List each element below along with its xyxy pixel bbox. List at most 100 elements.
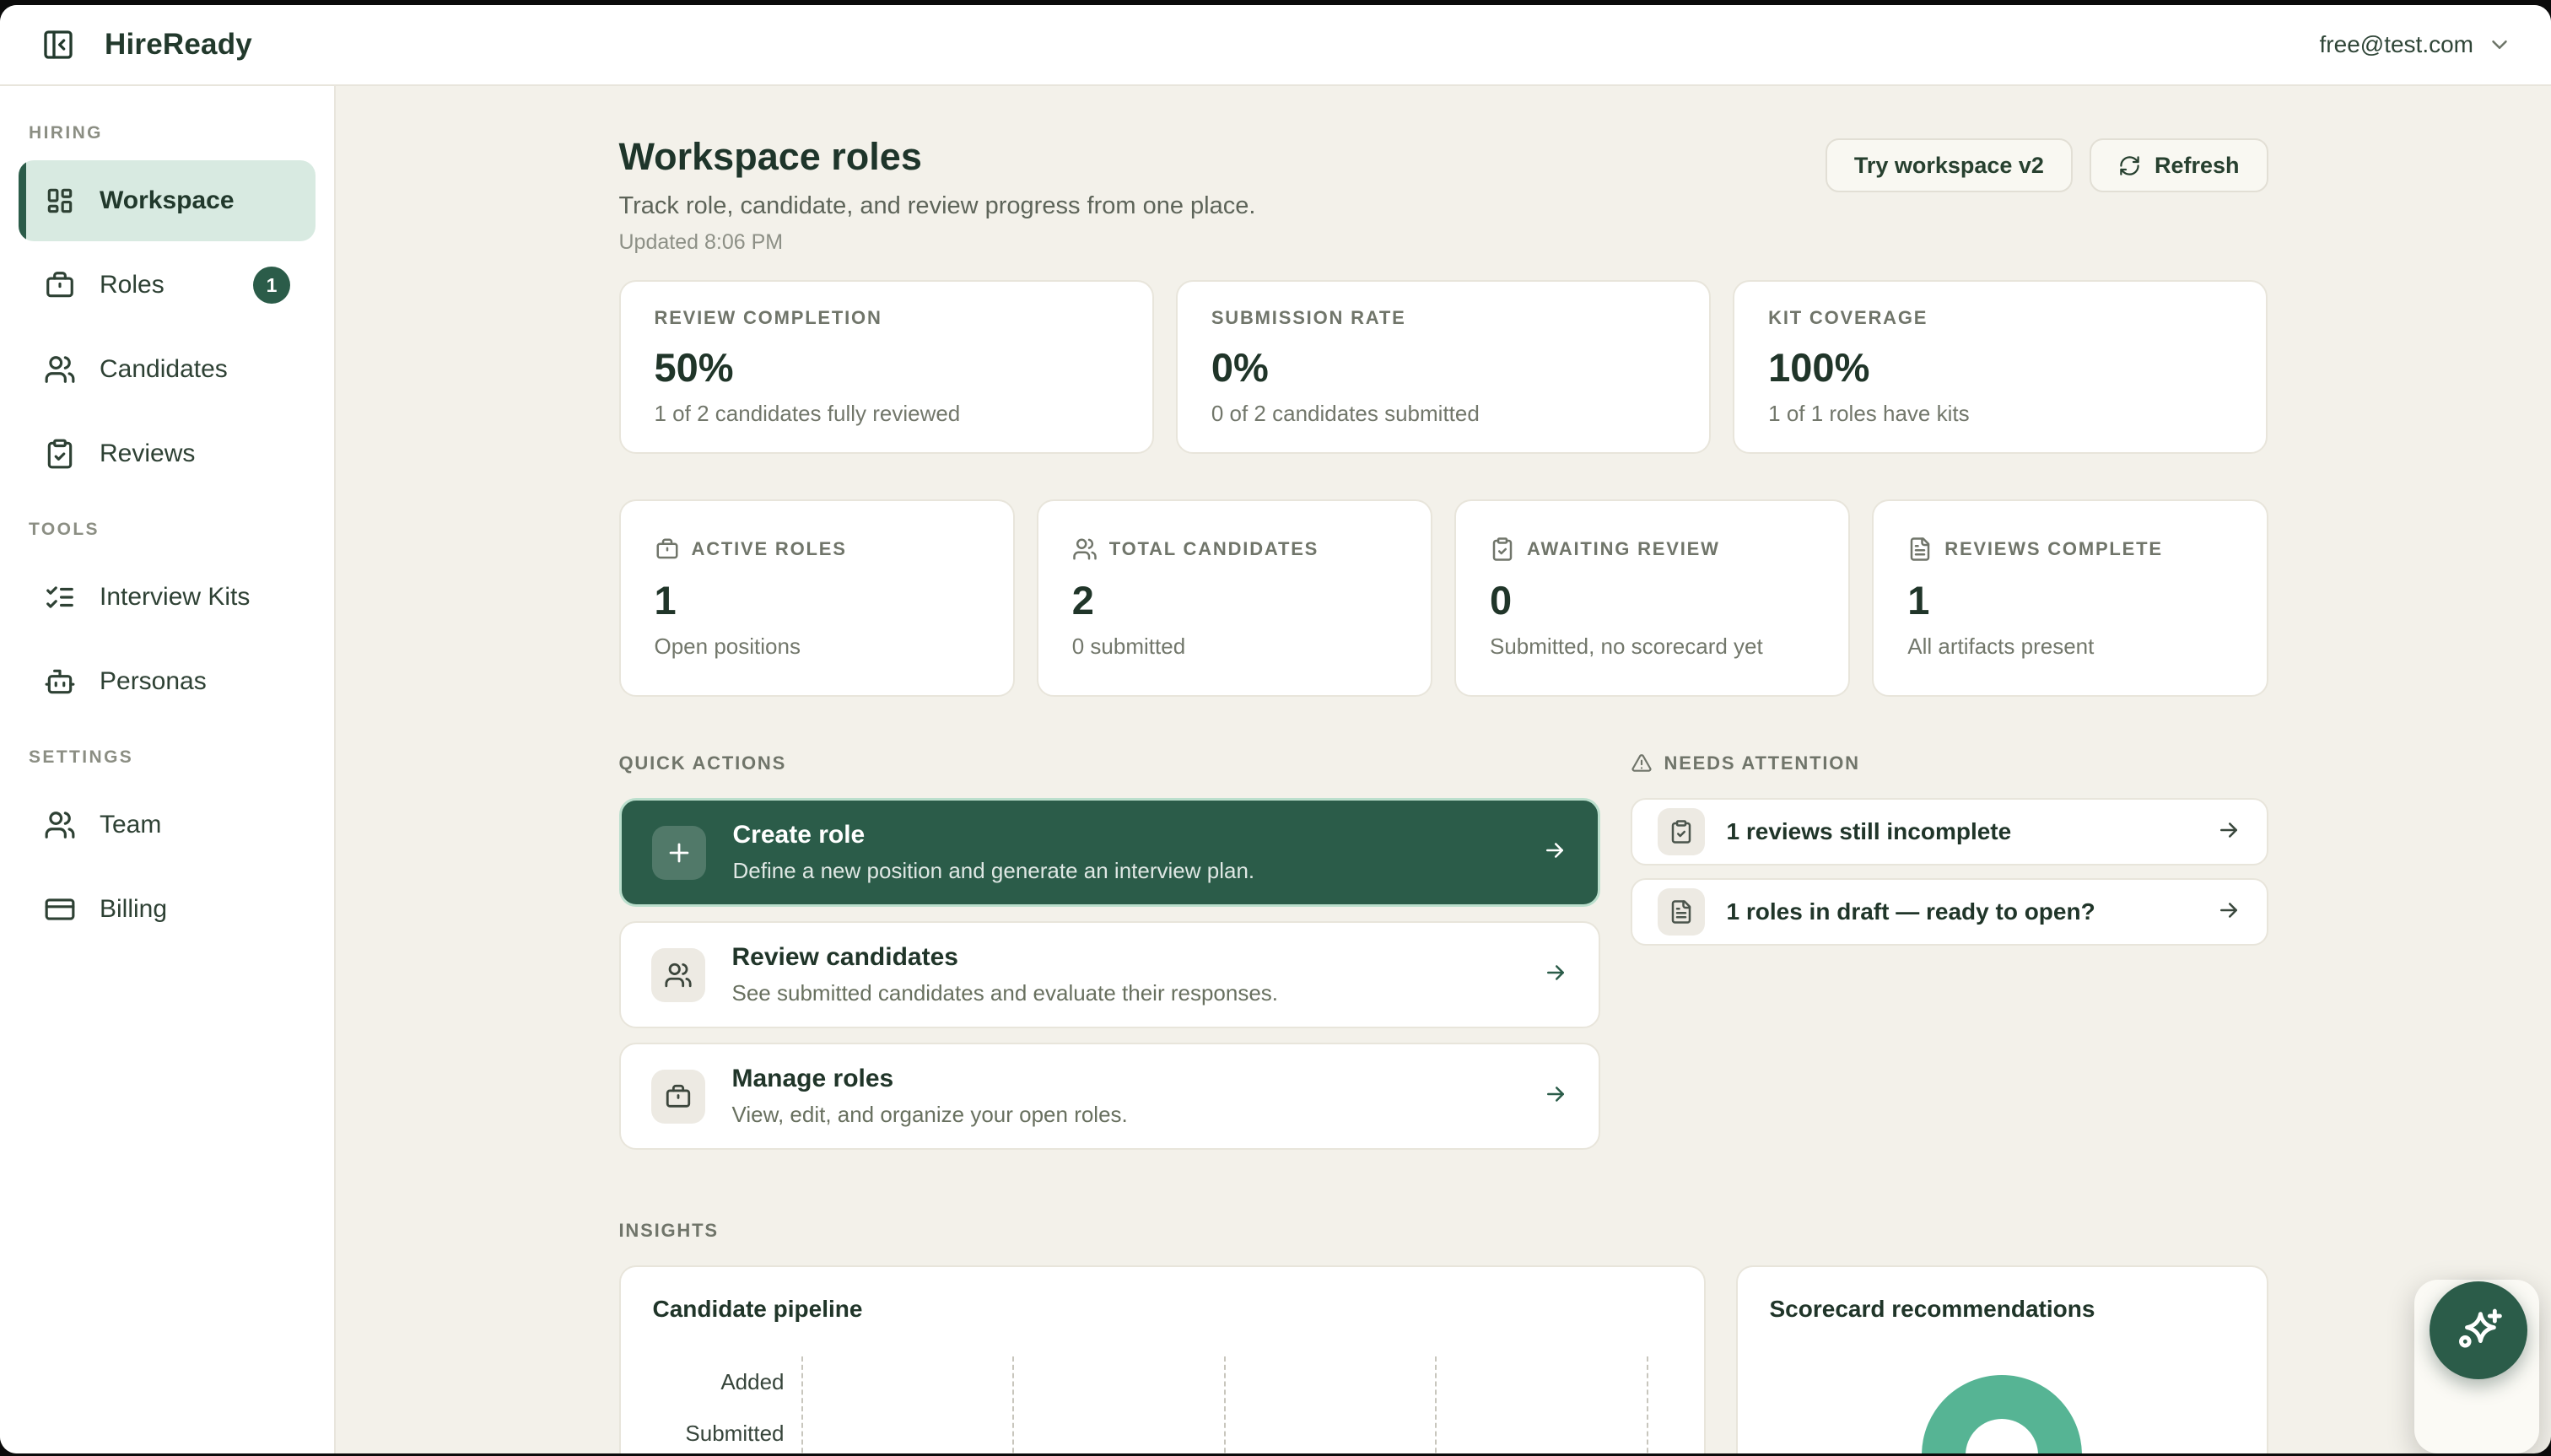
sidebar-item-roles[interactable]: Roles 1: [19, 245, 316, 326]
kpi-kit-coverage: KIT COVERAGE 100% 1 of 1 roles have kits: [1733, 280, 2268, 454]
dashboard-icon: [47, 188, 73, 213]
bar-plot-area: [801, 1356, 1648, 1453]
sidebar-item-label: Interview Kits: [100, 583, 251, 611]
kpi-total-candidates: TOTAL CANDIDATES 2 0 submitted: [1036, 499, 1432, 697]
try-workspace-v2-button[interactable]: Try workspace v2: [1825, 138, 2073, 192]
bot-icon: [45, 669, 75, 694]
sidebar-item-reviews[interactable]: Reviews: [19, 413, 316, 494]
sidebar-section-hiring: HIRING: [29, 123, 103, 143]
clipboard-icon-square: [1657, 808, 1705, 855]
arrow-right-icon: [1545, 843, 1563, 858]
action-title: Create role: [732, 821, 866, 849]
insights-label: INSIGHTS: [618, 1220, 719, 1241]
app-window: HireReady free@test.com HIRING Workspace…: [0, 5, 2551, 1453]
kpi-value: 0: [1490, 578, 1513, 623]
bar-category-label: Added: [720, 1369, 785, 1395]
kpi-sub: 1 of 2 candidates fully reviewed: [654, 401, 961, 426]
sidebar: HIRING Workspace Roles 1 Candidates Revi…: [0, 86, 336, 1453]
plus-icon: [669, 843, 688, 862]
scorecard-recommendations-chart: Scorecard recommendations Mixed Yes: [1735, 1265, 2268, 1453]
roles-count-badge: 1: [253, 267, 290, 304]
attention-incomplete-reviews[interactable]: 1 reviews still incomplete: [1630, 798, 2268, 866]
credit-card-icon: [45, 898, 75, 920]
arrow-right-icon: [2219, 902, 2237, 918]
briefcase-icon-square: [650, 1069, 705, 1124]
users-icon: [1073, 538, 1097, 560]
list-checks-icon: [46, 586, 73, 608]
sidebar-section-settings: SETTINGS: [29, 747, 134, 767]
kpi-sub: Submitted, no scorecard yet: [1490, 634, 1763, 659]
sidebar-item-label: Candidates: [100, 355, 228, 383]
sidebar-item-label: Personas: [100, 667, 207, 695]
users-icon: [45, 812, 75, 839]
page-title: Workspace roles: [618, 135, 922, 178]
sidebar-item-team[interactable]: Team: [19, 785, 316, 866]
sidebar-item-workspace[interactable]: Workspace: [19, 160, 316, 241]
chart-title: Candidate pipeline: [652, 1296, 863, 1322]
briefcase-icon: [656, 538, 677, 559]
file-text-icon: [1671, 900, 1691, 924]
file-icon-square: [1657, 888, 1705, 936]
kpi-value: 50%: [654, 345, 734, 390]
review-candidates-card[interactable]: Review candidates See submitted candidat…: [618, 921, 1600, 1028]
kpi-label: TOTAL CANDIDATES: [1108, 538, 1319, 559]
clipboard-check-icon: [47, 439, 73, 469]
arrow-right-icon: [2219, 822, 2237, 838]
updated-timestamp: Updated 8:06 PM: [618, 230, 784, 254]
sidebar-toggle-button[interactable]: [39, 25, 78, 64]
kpi-value: 100%: [1768, 345, 1870, 390]
file-text-icon: [1911, 537, 1930, 561]
arrow-right-icon: [1546, 1087, 1564, 1102]
panel-left-close-icon: [44, 30, 73, 59]
action-title: Review candidates: [731, 943, 958, 971]
kpi-awaiting-review: AWAITING REVIEW 0 Submitted, no scorecar…: [1454, 499, 1851, 697]
kpi-label: SUBMISSION RATE: [1211, 307, 1406, 328]
users-icon: [45, 356, 75, 383]
kpi-sub: All artifacts present: [1907, 634, 2095, 659]
kpi-value: 0%: [1211, 345, 1269, 390]
kpi-review-completion: REVIEW COMPLETION 50% 1 of 2 candidates …: [618, 280, 1154, 454]
page-subtitle: Track role, candidate, and review progre…: [618, 192, 1256, 219]
briefcase-icon: [46, 272, 73, 298]
sidebar-item-interview-kits[interactable]: Interview Kits: [19, 557, 316, 638]
app-brand: HireReady: [105, 28, 252, 61]
account-menu[interactable]: free@test.com: [2320, 31, 2512, 58]
kpi-sub: 1 of 1 roles have kits: [1768, 401, 1970, 426]
sidebar-item-candidates[interactable]: Candidates: [19, 329, 316, 410]
sidebar-item-label: Reviews: [100, 439, 196, 467]
refresh-button[interactable]: Refresh: [2089, 138, 2268, 192]
kpi-sub: Open positions: [654, 634, 801, 659]
assistant-fab-button[interactable]: [2430, 1281, 2527, 1379]
kpi-value: 2: [1071, 578, 1094, 623]
kpi-label: REVIEWS COMPLETE: [1944, 538, 2163, 559]
chart-title: Scorecard recommendations: [1769, 1296, 2095, 1322]
sidebar-item-label: Team: [100, 811, 162, 839]
sidebar-item-label: Roles: [100, 271, 164, 299]
quick-actions-label: QUICK ACTIONS: [618, 752, 787, 774]
button-label: Try workspace v2: [1853, 152, 2044, 178]
sidebar-item-label: Billing: [100, 895, 168, 923]
needs-attention-label: NEEDS ATTENTION: [1631, 752, 2268, 774]
sparkles-icon: [2454, 1306, 2503, 1355]
kpi-label: AWAITING REVIEW: [1527, 538, 1720, 559]
arrow-right-icon: [1546, 965, 1564, 980]
top-bar: HireReady free@test.com: [0, 5, 2551, 86]
manage-roles-card[interactable]: Manage roles View, edit, and organize yo…: [618, 1043, 1600, 1150]
sidebar-item-billing[interactable]: Billing: [19, 869, 316, 950]
attention-draft-roles[interactable]: 1 roles in draft — ready to open?: [1630, 878, 2268, 946]
candidate-pipeline-chart: Candidate pipeline Added Submitted Score…: [618, 1265, 1706, 1453]
sidebar-section-tools: TOOLS: [29, 520, 100, 539]
plus-icon-square: [651, 825, 706, 880]
create-role-card[interactable]: Create role Define a new position and ge…: [618, 798, 1600, 907]
kpi-sub: 0 submitted: [1071, 634, 1186, 659]
clipboard-check-icon: [1492, 537, 1513, 561]
kpi-label: KIT COVERAGE: [1768, 307, 1928, 328]
sidebar-item-personas[interactable]: Personas: [19, 641, 316, 722]
kpi-label: REVIEW COMPLETION: [654, 307, 882, 328]
kpi-label: ACTIVE ROLES: [691, 538, 847, 559]
users-icon: [664, 963, 692, 987]
kpi-sub: 0 of 2 candidates submitted: [1211, 401, 1480, 426]
alert-triangle-icon: [1631, 754, 1652, 772]
bar-category-label: Submitted: [685, 1421, 785, 1447]
button-label: Refresh: [2154, 152, 2240, 178]
